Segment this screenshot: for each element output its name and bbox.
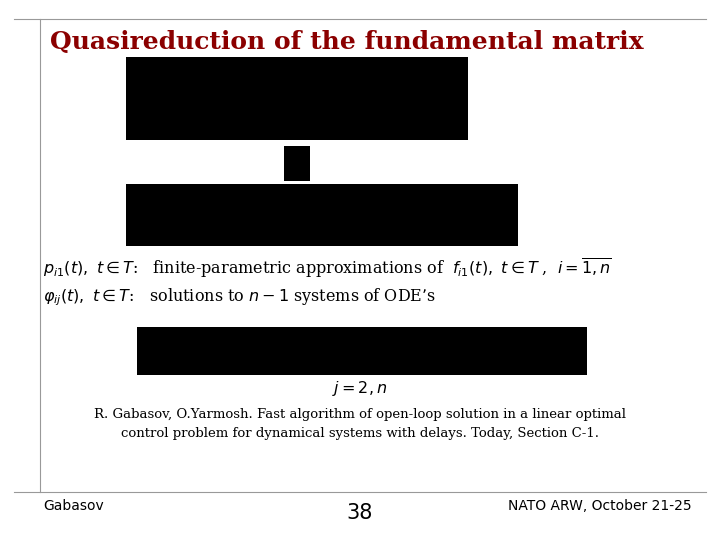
Text: control problem for dynamical systems with delays. Today, Section C-1.: control problem for dynamical systems wi… (121, 427, 599, 440)
Text: NATO ARW, October 21-25: NATO ARW, October 21-25 (508, 500, 691, 514)
Bar (126, 57, 468, 140)
Text: R. Gabasov, O.Yarmosh. Fast algorithm of open-loop solution in a linear optimal: R. Gabasov, O.Yarmosh. Fast algorithm of… (94, 408, 626, 421)
Text: $j=2,n$: $j=2,n$ (333, 379, 387, 398)
Text: Quasireduction of the fundamental matrix: Quasireduction of the fundamental matrix (50, 30, 644, 53)
Text: $p_{i1}(t),\ t\in T$:   finite-parametric approximations of  $f_{i1}(t),\ t\in T: $p_{i1}(t),\ t\in T$: finite-parametric … (43, 256, 612, 280)
Text: 38: 38 (347, 503, 373, 523)
Text: Gabasov: Gabasov (43, 500, 104, 514)
Text: $\varphi_{ij}(t),\ t\in T$:   solutions to $n-1$ systems of ODE’s: $\varphi_{ij}(t),\ t\in T$: solutions to… (43, 286, 436, 308)
Bar (126, 184, 518, 246)
Bar (137, 327, 587, 375)
Bar (284, 146, 310, 181)
